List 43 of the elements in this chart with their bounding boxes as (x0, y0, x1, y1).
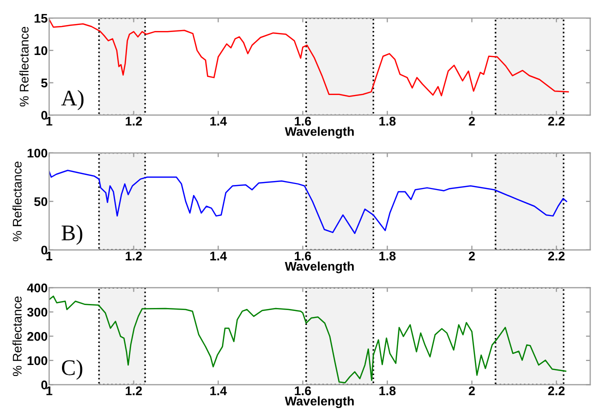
x-tick-label: 2.2 (548, 386, 565, 396)
y-tick-label: 200 (27, 332, 48, 341)
y-tick-label: 0 (41, 110, 48, 120)
x-tick-label: 1 (46, 116, 52, 126)
x-tick-label: 1 (46, 386, 52, 396)
x-tick-label: 1.8 (379, 386, 396, 396)
x-tick-label: 2.2 (548, 116, 565, 126)
y-axis-title: % Reflectance (12, 162, 22, 242)
y-tick-label: 300 (27, 308, 48, 317)
x-axis-title: Wavelength (284, 126, 354, 138)
y-tick-label: 50 (34, 197, 48, 206)
y-tick-label: 15 (34, 14, 48, 23)
x-tick-label: 1.2 (126, 386, 142, 396)
x-tick-label: 1.4 (210, 386, 227, 396)
x-tick-label: 1 (46, 252, 52, 260)
annotation: B) (62, 224, 82, 245)
y-tick-label: 100 (28, 356, 48, 366)
x-axis-title: Wavelength (284, 396, 354, 408)
line-series (49, 296, 566, 384)
y-tick-label: 10 (34, 46, 48, 56)
x-tick-label: 2.2 (548, 252, 565, 260)
y-tick-label: 5 (41, 78, 48, 88)
x-tick-label: 1.8 (379, 116, 396, 126)
y-tick-label: 400 (27, 284, 48, 292)
x-tick-label: 2 (468, 252, 475, 260)
x-tick-label: 2 (468, 386, 475, 396)
x-axis-title: Wavelength (284, 262, 354, 274)
x-tick-label: 1.2 (126, 116, 142, 126)
y-axis-title: % Reflectance (12, 296, 22, 376)
x-tick-label: 1.8 (379, 252, 396, 260)
x-tick-label: 1.4 (210, 252, 227, 260)
y-tick-label: 0 (41, 246, 48, 255)
x-tick-label: 1.6 (294, 252, 312, 260)
x-tick-label: 1.6 (294, 386, 312, 396)
x-tick-label: 1.6 (294, 116, 312, 126)
annotation: A) (61, 90, 84, 110)
x-tick-label: 1.2 (126, 252, 142, 260)
x-tick-label: 2 (468, 116, 475, 126)
y-tick-label: 0 (41, 380, 48, 390)
x-tick-label: 1.4 (210, 116, 227, 126)
y-tick-label: 100 (28, 148, 48, 158)
annotation: C) (62, 360, 82, 380)
y-axis-title: % Reflectance (19, 26, 29, 106)
